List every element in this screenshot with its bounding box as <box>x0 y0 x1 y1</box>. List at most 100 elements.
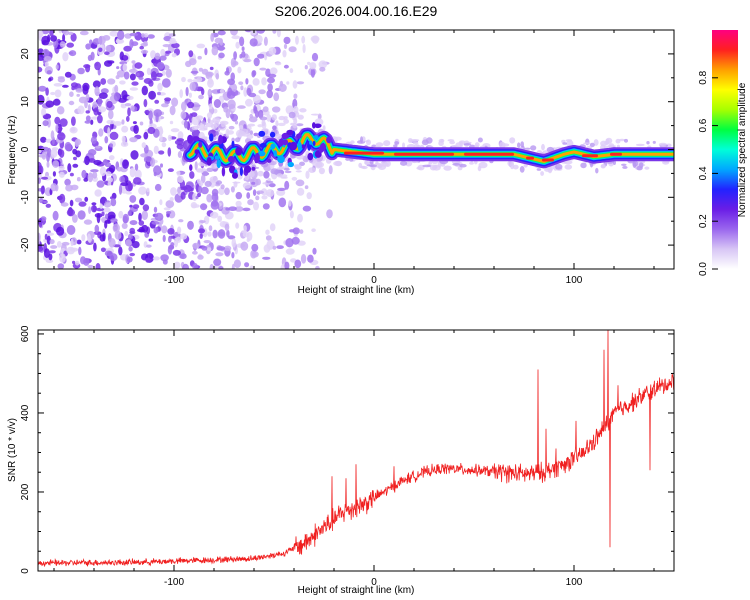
spectrogram-halo <box>393 144 398 148</box>
spectrogram-blob <box>257 150 266 157</box>
spectrogram-speckle <box>227 99 236 110</box>
spectrogram-halo <box>293 118 298 125</box>
spectrogram-speckle <box>159 199 163 206</box>
spectrogram-x-tick-label: 0 <box>371 275 377 286</box>
spectrogram-speckle <box>196 76 203 83</box>
spectrogram-speckle <box>95 263 101 269</box>
spectrogram-speckle <box>43 200 48 204</box>
spectrogram-speckle <box>74 197 83 203</box>
spectrogram-speckle <box>121 90 128 100</box>
spectrogram-halo <box>201 120 206 124</box>
spectrogram-speckle <box>71 116 76 126</box>
snr-y-tick-label: 0 <box>20 568 31 574</box>
spectrogram-speckle <box>118 246 123 256</box>
spectrogram-speckle <box>88 206 92 214</box>
spectrogram-speckle <box>263 244 271 253</box>
spectrogram-speckle <box>50 183 58 192</box>
spectrogram-speckle <box>292 227 300 235</box>
spectrogram-speckle <box>69 172 74 177</box>
spectrogram-speckle <box>110 198 117 207</box>
spectrogram-speckle <box>252 94 261 104</box>
spectrogram-speckle <box>45 100 55 108</box>
spectrogram-speckle <box>93 242 97 252</box>
spectrogram-speckle <box>76 93 80 97</box>
spectrogram-speckle <box>92 80 101 88</box>
spectrogram-speckle <box>187 220 194 230</box>
spectrogram-speckle <box>226 229 230 238</box>
spectrogram-speckle <box>72 148 78 155</box>
spectrogram-halo <box>478 161 488 169</box>
spectrogram-speckle <box>78 201 87 207</box>
spectrogram-speckle <box>120 141 129 147</box>
spectrogram-blob <box>229 165 236 174</box>
spectrogram-speckle <box>311 52 319 62</box>
spectrogram-speckle <box>326 209 333 219</box>
spectrogram-speckle <box>284 180 290 190</box>
spectrogram-speckle <box>262 256 271 260</box>
spectrogram-speckle <box>310 35 320 43</box>
spectrogram-speckle <box>170 128 180 133</box>
spectrogram-halo <box>308 167 316 174</box>
spectrogram-speckle <box>262 106 269 113</box>
spectrogram-speckle <box>253 201 259 211</box>
spectrogram-speckle <box>154 99 160 104</box>
spectrogram-speckle <box>62 52 69 62</box>
spectrogram-halo <box>463 143 472 146</box>
spectrogram-speckle <box>115 75 120 80</box>
spectrogram-speckle <box>143 78 153 84</box>
spectrogram-speckle <box>129 73 136 81</box>
spectrogram-blob <box>307 152 314 161</box>
spectrogram-blob <box>194 149 199 155</box>
spectrogram-halo <box>499 141 506 149</box>
spectrogram-halo <box>364 140 370 143</box>
spectrogram-halo <box>593 139 599 146</box>
spectrogram-speckle <box>218 266 224 269</box>
spectrogram-halo <box>288 111 296 119</box>
spectrogram-speckle <box>129 32 139 37</box>
spectrogram-speckle <box>210 32 215 43</box>
spectrogram-speckle <box>209 66 214 71</box>
spectrogram-speckle <box>263 36 268 46</box>
spectrogram-speckle <box>120 182 129 187</box>
spectrogram-speckle <box>187 78 193 83</box>
spectrogram-speckle <box>239 36 245 47</box>
spectrogram-halo <box>512 164 519 170</box>
spectrogram-speckle <box>93 107 99 116</box>
spectrogram-speckle <box>245 98 253 107</box>
spectrogram-halo <box>276 173 283 178</box>
spectrogram-speckle <box>252 78 260 86</box>
spectrogram-speckle <box>158 150 165 155</box>
spectrogram-halo <box>563 160 573 165</box>
spectrogram-speckle <box>64 141 72 152</box>
spectrogram-speckle <box>46 70 52 75</box>
spectrogram-speckle <box>116 70 126 78</box>
spectrogram-blob <box>278 138 284 147</box>
spectrogram-speckle <box>153 165 162 176</box>
spectrogram-halo <box>261 128 269 131</box>
spectrogram-speckle <box>114 91 120 102</box>
spectrogram-speckle <box>246 192 251 199</box>
spectrogram-blob <box>282 139 289 146</box>
spectrogram-speckle <box>278 197 287 208</box>
spectrogram-speckle <box>208 103 213 110</box>
spectrogram-speckle <box>122 159 129 169</box>
spectrogram-speckle <box>38 165 44 175</box>
spectrogram-speckle <box>273 92 280 102</box>
spectrogram-speckle <box>230 30 238 36</box>
spectrogram-speckle <box>210 211 219 219</box>
spectrogram-speckle <box>59 118 68 127</box>
spectrogram-peak <box>464 152 514 156</box>
spectrogram-speckle <box>44 233 48 240</box>
spectrogram-speckle <box>109 143 113 148</box>
spectrogram-speckle <box>197 55 202 60</box>
spectrogram-speckle <box>106 119 115 125</box>
spectrogram-halo <box>204 180 212 187</box>
spectrogram-blob <box>218 134 223 145</box>
spectrogram-halo <box>566 140 574 147</box>
spectrogram-speckle <box>68 100 75 106</box>
spectrogram-speckle <box>120 103 125 107</box>
spectrogram-speckle <box>138 212 142 222</box>
spectrogram-speckle <box>143 131 149 140</box>
spectrogram-speckle <box>267 83 273 92</box>
spectrogram-speckle <box>75 260 80 266</box>
